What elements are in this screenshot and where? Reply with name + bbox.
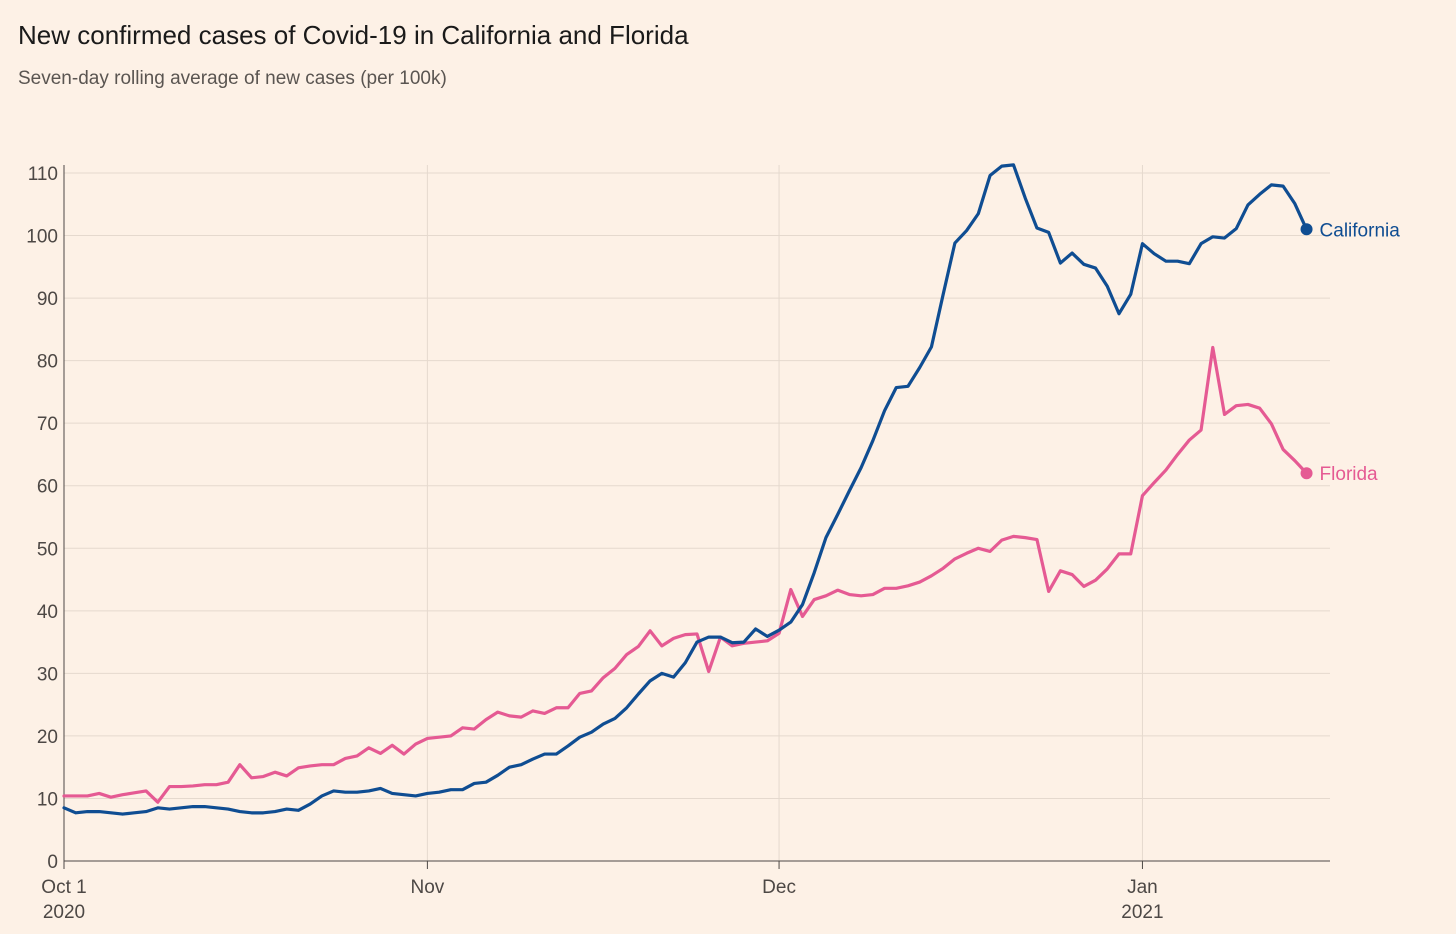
y-tick-label: 50 (37, 539, 58, 560)
x-tick-label: Jan (1127, 877, 1158, 898)
grid-lines (64, 165, 1330, 861)
california-series-label: California (1320, 220, 1401, 241)
y-tick-label: 110 (28, 164, 58, 185)
x-tick-label: Dec (762, 877, 796, 898)
florida-line (62, 345, 1309, 804)
series-lines: Florida California (62, 163, 1401, 816)
chart-subtitle: Seven-day rolling average of new cases (… (18, 68, 447, 89)
y-tick-label: 90 (37, 289, 58, 310)
x-tick-label: Nov (410, 877, 444, 898)
y-tick-label: 100 (26, 227, 58, 248)
y-tick-label: 0 (47, 852, 58, 873)
x-tick-sublabel: 2020 (43, 902, 85, 923)
y-tick-label: 10 (37, 789, 58, 810)
y-axis: 0 10 20 30 40 50 60 70 80 90 100 110 (26, 164, 65, 873)
florida-series-label: Florida (1320, 464, 1379, 485)
california-end-marker (1300, 223, 1313, 236)
y-tick-label: 20 (37, 727, 58, 748)
y-tick-label: 30 (37, 664, 58, 685)
y-tick-label: 60 (37, 477, 58, 498)
x-tick-sublabel: 2021 (1121, 902, 1163, 923)
y-tick-label: 80 (37, 352, 58, 373)
chart-title: New confirmed cases of Covid-19 in Calif… (18, 20, 689, 50)
florida-end-marker (1300, 467, 1313, 480)
y-tick-label: 70 (37, 414, 58, 435)
y-tick-label: 40 (37, 602, 58, 623)
x-axis: Oct 1 2020 Nov Dec Jan 2021 (41, 860, 1330, 923)
x-tick-label: Oct 1 (41, 877, 86, 898)
california-line (62, 163, 1309, 816)
